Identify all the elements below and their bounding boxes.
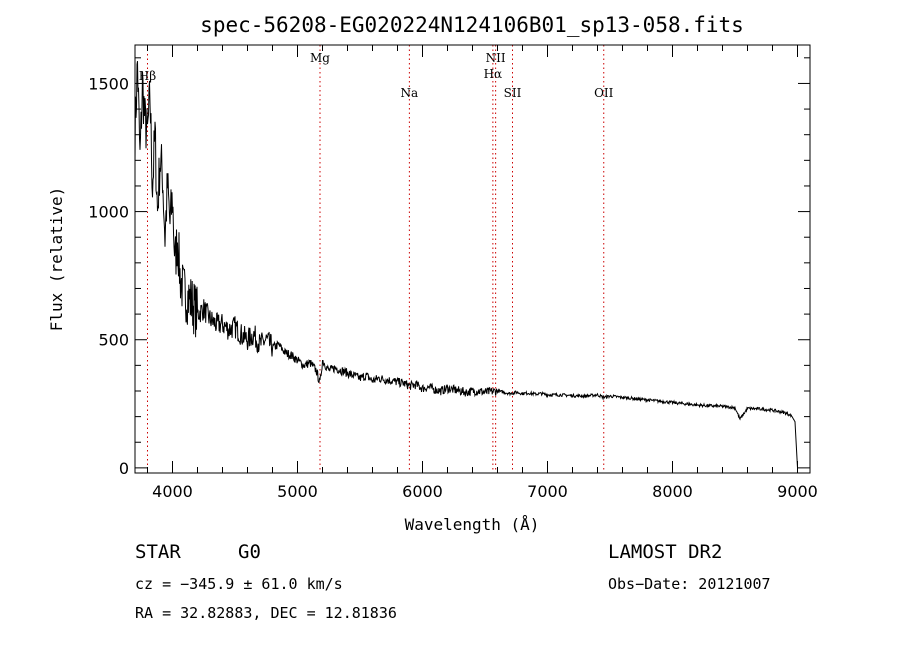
coordinates-text: RA = 32.82883, DEC = 12.81836 xyxy=(135,604,397,622)
velocity-text: cz = −345.9 ± 61.0 km/s xyxy=(135,575,343,593)
y-tick-label: 0 xyxy=(119,459,129,478)
line-label: SII xyxy=(504,86,522,100)
chart-title: spec-56208-EG020224N124106B01_sp13-058.f… xyxy=(200,13,744,37)
line-label: Hβ xyxy=(139,69,156,83)
y-tick-label: 500 xyxy=(98,331,129,350)
y-tick-label: 1000 xyxy=(88,203,129,222)
line-label: Hα xyxy=(484,67,503,81)
x-tick-label: 7000 xyxy=(527,482,568,501)
line-label: Mg xyxy=(310,51,330,65)
x-tick-label: 9000 xyxy=(777,482,818,501)
y-axis-label: Flux (relative) xyxy=(47,187,66,332)
x-axis-label: Wavelength (Å) xyxy=(405,515,540,534)
line-label: OII xyxy=(594,86,614,100)
object-subclass: G0 xyxy=(238,541,261,563)
y-tick-label: 1500 xyxy=(88,74,129,93)
survey-name: LAMOST DR2 xyxy=(608,541,723,563)
axis-ticks: 4000 5000 6000 7000 8000 9000 0 500 1000 1500 xyxy=(88,45,818,501)
x-tick-label: 4000 xyxy=(152,482,193,501)
line-label: Na xyxy=(401,86,419,100)
plot-frame xyxy=(134,44,811,474)
x-tick-label: 5000 xyxy=(277,482,318,501)
obs-date-text: Obs−Date: 20121007 xyxy=(608,575,771,593)
x-tick-label: 8000 xyxy=(652,482,693,501)
line-label: NII xyxy=(486,51,506,65)
object-class: STAR xyxy=(135,541,181,563)
x-tick-label: 6000 xyxy=(402,482,443,501)
spectrum-chart: spec-56208-EG020224N124106B01_sp13-058.f… xyxy=(47,13,818,534)
spectrum-line xyxy=(134,61,798,468)
